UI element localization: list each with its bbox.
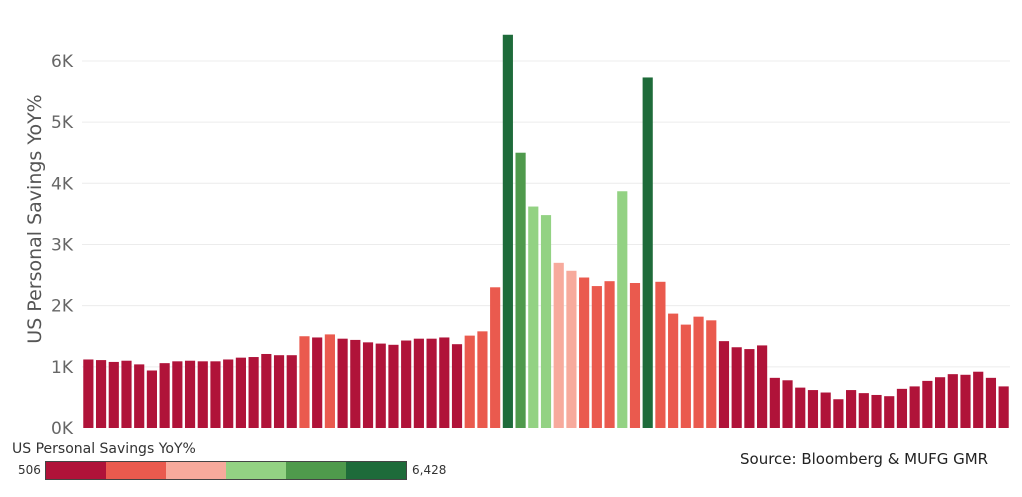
bar [846,390,857,428]
bar [515,152,526,428]
bar [108,361,119,428]
bar [261,353,272,428]
legend-color-swatch [226,462,286,479]
bar [617,191,628,428]
y-axis-title: US Personal Savings YoY% [24,94,46,343]
legend-color-swatch [286,462,346,479]
bar [299,336,310,428]
bar [95,360,107,428]
bar [655,281,666,428]
y-tick-label: 1K [51,358,74,378]
bar [922,380,933,428]
bar [146,370,157,428]
bar [744,349,755,428]
bar [451,344,463,428]
bar [642,77,653,429]
bar [871,394,882,428]
bar [935,377,946,428]
legend-color-swatch [346,462,406,479]
bar [884,396,895,428]
bar [235,357,246,428]
bar [490,287,501,428]
legend-title: US Personal Savings YoY% [12,441,196,457]
bar [401,340,412,428]
bar [439,337,450,428]
bar [350,339,361,428]
bar [210,361,221,428]
y-tick-label: 0K [51,419,74,439]
bar [83,359,94,428]
bar [769,377,780,428]
y-tick-label: 4K [51,174,74,194]
bar [858,393,869,428]
legend-color-swatch [106,462,166,479]
y-tick-label: 2K [51,297,74,317]
bar [985,377,997,428]
bar [312,337,323,428]
bars [83,34,1009,429]
bar [833,399,844,428]
bar [998,386,1009,428]
bar [172,361,183,428]
bar [273,355,285,428]
bar [375,343,386,428]
bar [540,215,552,428]
bar [807,390,819,428]
bar [528,206,539,428]
y-tick-label: 5K [51,113,74,133]
bar [947,374,958,428]
legend-color-swatch [166,462,226,479]
bar [757,345,768,428]
bar [502,34,513,428]
bar [566,270,577,428]
bar [553,262,564,428]
bar [820,392,831,428]
bar [909,386,920,428]
bar [731,347,742,428]
bar [795,387,806,428]
bar [464,335,475,428]
bar [184,360,196,428]
bar [680,324,691,428]
color-scale-legend [45,461,407,480]
bar [706,320,717,428]
y-tick-label: 3K [51,235,74,255]
bar [477,331,488,428]
bar [668,313,679,428]
legend-max-label: 6,428 [412,463,447,477]
bar [286,355,297,428]
bar [426,338,437,428]
bar [973,371,984,428]
bar [159,363,170,428]
source-note: Source: Bloomberg & MUFG GMR [740,450,989,468]
bar [223,359,234,428]
bar [337,338,348,428]
bar [324,334,335,428]
legend-min-label: 506 [18,463,41,477]
bar [388,344,399,428]
bar [960,374,971,428]
bar [896,388,908,428]
bar [591,286,602,428]
y-axis-ticks: 0K 1K 2K 3K 4K 5K 6K [51,52,74,439]
bar [362,342,374,428]
bar [693,316,704,428]
y-tick-label: 6K [51,52,74,72]
bar [248,357,259,428]
bar [134,364,145,428]
bar [782,380,793,428]
bar [413,338,424,428]
bar [197,361,208,428]
bar [604,281,615,428]
bar [579,277,590,428]
bar [629,283,641,428]
legend-color-swatch [46,462,106,479]
bar [718,341,730,428]
bar [121,360,132,428]
